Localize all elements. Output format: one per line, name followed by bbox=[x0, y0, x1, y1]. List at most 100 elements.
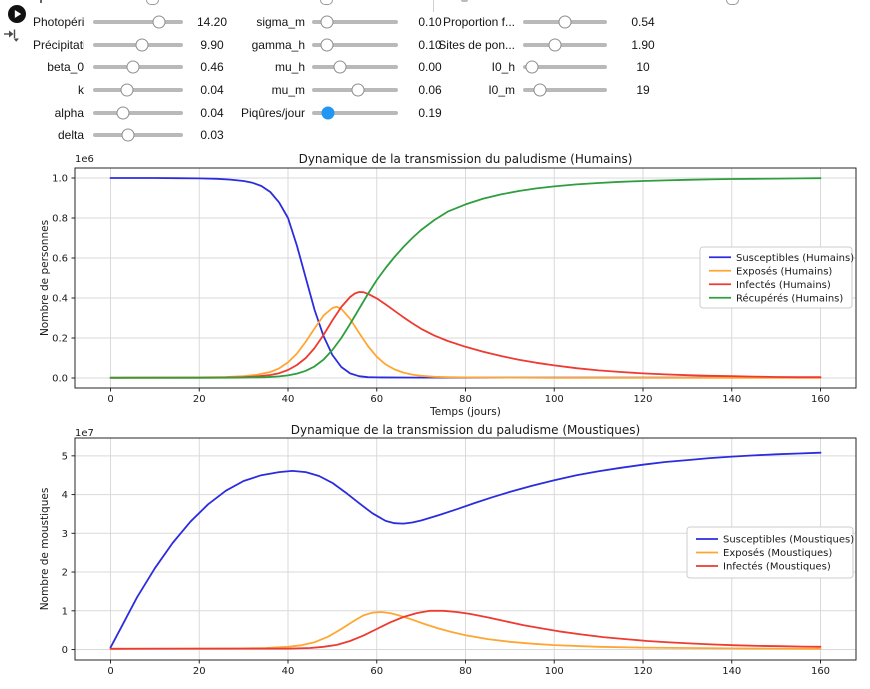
svg-text:0.4: 0.4 bbox=[52, 294, 68, 305]
slider-value-beta-0: 0.46 bbox=[200, 60, 224, 75]
slider-label-gamma-h: gamma_h bbox=[251, 37, 305, 52]
svg-text:5: 5 bbox=[62, 451, 68, 462]
slider-row-pr-cipitatio: Précipitatio... 9.90 bbox=[33, 34, 235, 57]
slider-value-mu-m: 0.06 bbox=[418, 83, 442, 98]
svg-text:Susceptibles (Moustiques): Susceptibles (Moustiques) bbox=[723, 535, 854, 546]
slider-track-i0-m[interactable] bbox=[523, 83, 607, 97]
slider-label-sigma-m: sigma_m bbox=[256, 15, 305, 30]
svg-text:Exposés (Moustiques): Exposés (Moustiques) bbox=[723, 547, 832, 559]
slider-track-pr-cipitatio[interactable] bbox=[93, 38, 183, 52]
svg-text:Susceptibles (Humains): Susceptibles (Humains) bbox=[736, 253, 854, 264]
play-icon bbox=[8, 5, 26, 23]
svg-text:1.0: 1.0 bbox=[52, 174, 68, 185]
slider-handle-sigma-m[interactable] bbox=[320, 15, 334, 29]
slider-value-i0-h: 10 bbox=[636, 60, 650, 75]
slider-row-k: k 0.04 bbox=[33, 79, 235, 102]
slider-value-photop-riod: 14.20 bbox=[196, 15, 228, 30]
slider-row-photop-riod: Photopériod... 14.20 bbox=[33, 11, 235, 34]
slider-handle-mu-m[interactable] bbox=[351, 83, 365, 97]
svg-text:Dynamique de la transmission d: Dynamique de la transmission du paludism… bbox=[299, 152, 633, 166]
slider-handle-proportion-f[interactable] bbox=[558, 15, 572, 29]
slider-handle-photop-riod[interactable] bbox=[152, 15, 166, 29]
svg-text:Temps (jours): Temps (jours) bbox=[429, 406, 501, 418]
slider-track-piq-res-jour[interactable] bbox=[312, 106, 398, 120]
svg-text:Infectés (Moustiques): Infectés (Moustiques) bbox=[723, 561, 831, 573]
slider-handle-gamma-h[interactable] bbox=[320, 38, 334, 52]
slider-value-sigma-m: 0.10 bbox=[418, 15, 442, 30]
slider-track-sites-de-pon[interactable] bbox=[523, 38, 607, 52]
slider-value-gamma-h: 0.10 bbox=[418, 37, 442, 52]
svg-text:40: 40 bbox=[282, 666, 295, 677]
scroll-output-button[interactable] bbox=[3, 28, 20, 43]
slider-value-i0-m: 19 bbox=[636, 83, 650, 98]
slider-handle-k[interactable] bbox=[120, 83, 134, 97]
slider-value-alpha: 0.04 bbox=[200, 105, 224, 120]
slider-label-proportion-f: Proportion f... bbox=[442, 15, 515, 30]
svg-text:100: 100 bbox=[545, 666, 564, 677]
slider-track-mu-h[interactable] bbox=[312, 60, 398, 74]
slider-column-2: sigma_m 0.10 gamma_h 0.10 mu_h 0.00 mu_m 0.06 Pi… bbox=[225, 11, 456, 124]
slider-label-mu-m: mu_m bbox=[271, 83, 305, 98]
slider-label-photop-riod: Photopériod... bbox=[33, 15, 84, 30]
slider-handle-sites-de-pon[interactable] bbox=[548, 38, 562, 52]
slider-value-delta: 0.03 bbox=[200, 128, 224, 143]
slider-track-proportion-f[interactable] bbox=[523, 15, 607, 29]
slider-handle-i0-m[interactable] bbox=[533, 83, 547, 97]
slider-label-pr-cipitatio: Précipitatio... bbox=[33, 37, 84, 52]
svg-text:100: 100 bbox=[545, 394, 564, 405]
svg-text:80: 80 bbox=[459, 394, 472, 405]
slider-handle-alpha[interactable] bbox=[116, 106, 130, 120]
run-cell-button[interactable] bbox=[8, 5, 26, 23]
slider-handle-piq-res-jour[interactable] bbox=[321, 106, 335, 120]
svg-text:40: 40 bbox=[282, 394, 295, 405]
svg-text:0.0: 0.0 bbox=[52, 374, 68, 385]
svg-text:0.2: 0.2 bbox=[52, 334, 68, 345]
slider-handle-i0-h[interactable] bbox=[525, 60, 539, 74]
slider-track-alpha[interactable] bbox=[93, 106, 183, 120]
slider-value-proportion-f: 0.54 bbox=[631, 15, 655, 30]
slider-track-gamma-h[interactable] bbox=[312, 38, 398, 52]
svg-text:160: 160 bbox=[811, 666, 830, 677]
svg-text:Récupérés (Humains): Récupérés (Humains) bbox=[736, 292, 843, 304]
slider-row-beta-0: beta_0 0.46 bbox=[33, 56, 235, 79]
svg-text:2: 2 bbox=[62, 568, 68, 579]
chart-mosquitoes: 0 20 40 60 80 100 120 140 160 0 1 2 3 4 5 1e7 Dynamique … bbox=[39, 423, 857, 677]
svg-text:3: 3 bbox=[62, 529, 68, 540]
slider-column-3: Proportion f... 0.54 Sites de pon... 1.90 I0… bbox=[435, 11, 673, 101]
slider-track-photop-riod[interactable] bbox=[93, 15, 183, 29]
slider-row-mu-m: mu_m 0.06 bbox=[225, 79, 456, 102]
slider-handle-pr-cipitatio[interactable] bbox=[135, 38, 149, 52]
slider-track-i0-h[interactable] bbox=[523, 60, 607, 74]
slider-track-k[interactable] bbox=[93, 83, 183, 97]
cutoff-slider-handle-fragment bbox=[461, 0, 468, 2]
slider-label-delta: delta bbox=[57, 128, 84, 143]
svg-text:Nombre de moustiques: Nombre de moustiques bbox=[39, 488, 51, 611]
cutoff-slider-handle-fragment bbox=[320, 0, 333, 5]
slider-handle-beta-0[interactable] bbox=[126, 60, 140, 74]
slider-label-sites-de-pon: Sites de pon... bbox=[438, 37, 515, 52]
slider-track-delta[interactable] bbox=[93, 128, 183, 142]
svg-text:20: 20 bbox=[193, 666, 206, 677]
cutoff-slider-handle-fragment bbox=[726, 0, 739, 5]
svg-text:0.8: 0.8 bbox=[52, 214, 68, 225]
svg-text:0: 0 bbox=[62, 645, 68, 656]
svg-text:Nombre de personnes: Nombre de personnes bbox=[39, 220, 51, 336]
slider-label-i0-m: I0_m bbox=[488, 83, 515, 98]
svg-text:Exposés (Humains): Exposés (Humains) bbox=[736, 265, 832, 277]
slider-label-piq-res-jour: Piqûres/jour bbox=[240, 105, 305, 120]
slider-label-k: k bbox=[78, 83, 84, 98]
svg-text:0: 0 bbox=[107, 666, 113, 677]
slider-value-pr-cipitatio: 9.90 bbox=[200, 37, 224, 52]
cutoff-divider-fragment bbox=[433, 0, 434, 12]
slider-handle-delta[interactable] bbox=[121, 128, 135, 142]
svg-text:140: 140 bbox=[722, 666, 741, 677]
slider-track-mu-m[interactable] bbox=[312, 83, 398, 97]
svg-text:60: 60 bbox=[370, 394, 383, 405]
slider-track-beta-0[interactable] bbox=[93, 60, 183, 74]
svg-text:20: 20 bbox=[193, 394, 206, 405]
svg-text:80: 80 bbox=[459, 666, 472, 677]
slider-track-sigma-m[interactable] bbox=[312, 15, 398, 29]
svg-text:Infectés (Humains): Infectés (Humains) bbox=[736, 279, 831, 291]
slider-label-alpha: alpha bbox=[54, 105, 84, 120]
slider-handle-mu-h[interactable] bbox=[333, 60, 347, 74]
